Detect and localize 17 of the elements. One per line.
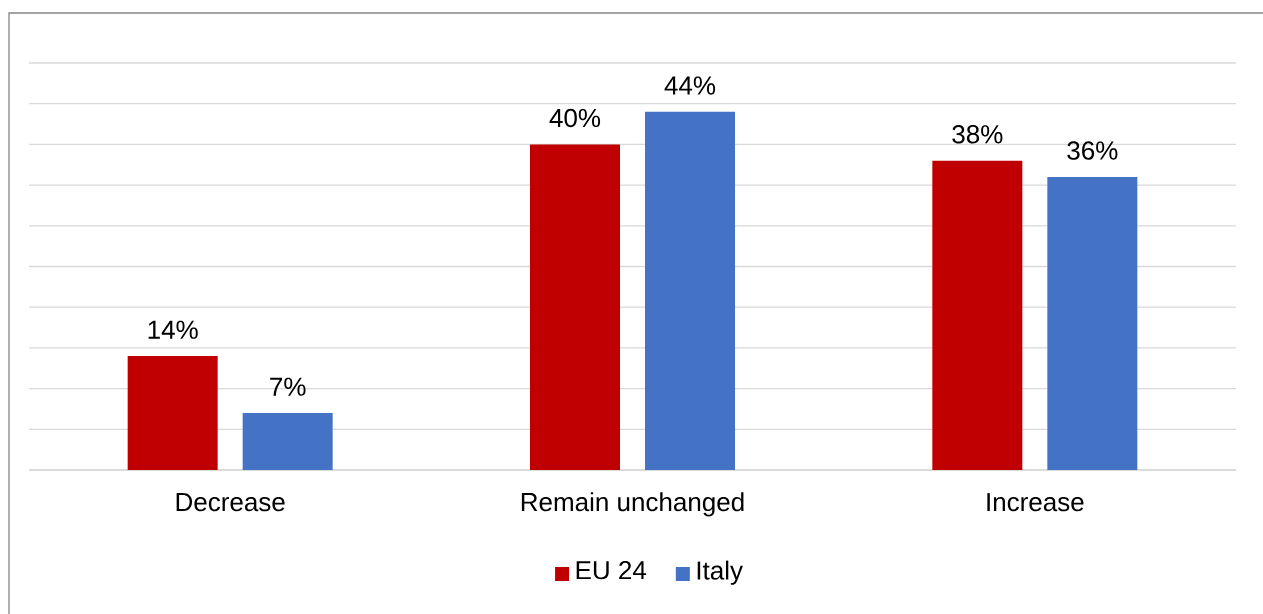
data-label: 14% [148,320,198,339]
legend-label: Italy [697,560,743,585]
bar [645,111,735,470]
x-tick-label: Remain unchanged [521,492,744,517]
x-tick-label: Decrease [176,493,285,512]
data-label: 40% [549,108,601,128]
data-label: 44% [664,76,716,95]
data-label: 36% [1067,141,1118,160]
bar [932,160,1023,470]
legend-label: EU 24 [576,560,647,580]
bar [127,356,218,470]
bar [242,413,333,470]
data-label: 38% [952,125,1003,144]
bar [530,144,620,470]
x-tick-label: Increase [987,493,1084,512]
bar [1047,176,1138,470]
data-label: 7% [270,377,306,396]
